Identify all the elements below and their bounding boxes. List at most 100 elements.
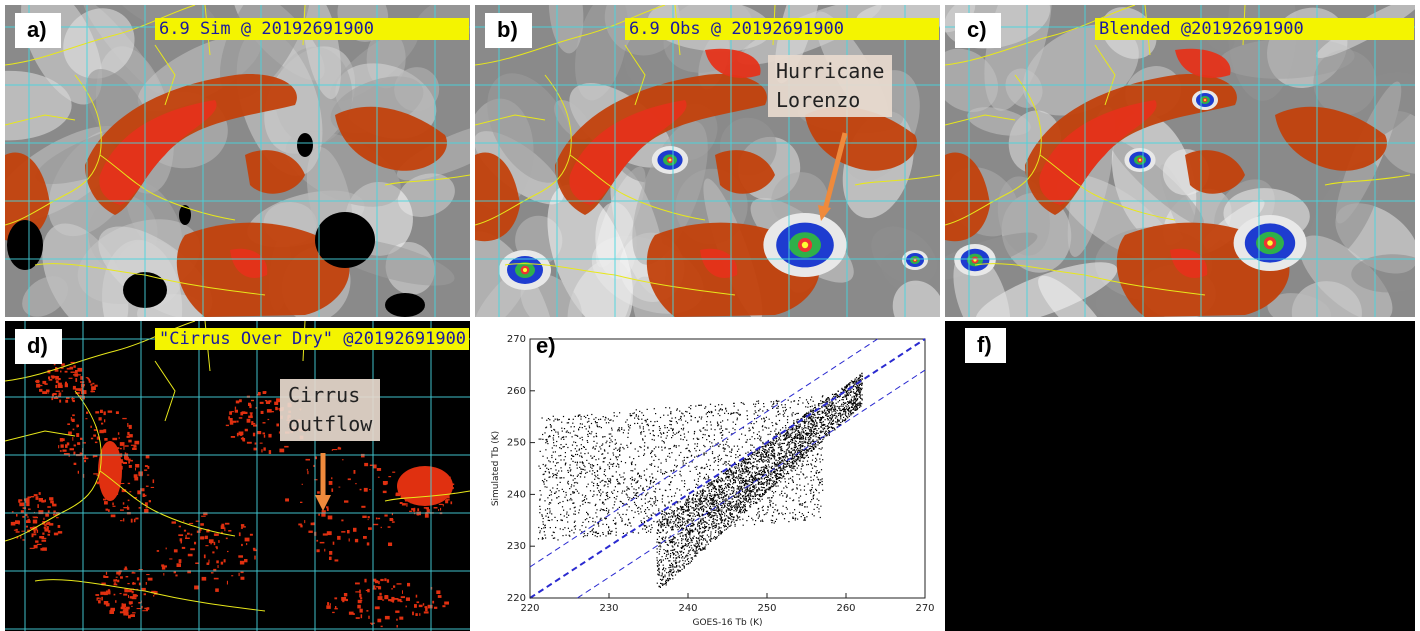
scatter-point bbox=[687, 540, 689, 542]
scatter-point bbox=[683, 552, 685, 554]
scatter-point bbox=[795, 429, 797, 431]
scatter-point bbox=[780, 449, 782, 451]
scatter-point bbox=[693, 479, 696, 481]
scatter-point bbox=[739, 482, 741, 485]
scatter-point bbox=[813, 515, 815, 517]
scatter-point bbox=[768, 454, 770, 456]
scatter-point bbox=[703, 538, 705, 540]
scatter-point bbox=[615, 456, 617, 458]
scatter-point bbox=[767, 471, 769, 473]
scatter-point bbox=[673, 513, 675, 515]
scatter-point bbox=[551, 534, 553, 537]
scatter-point bbox=[758, 511, 760, 513]
scatter-point bbox=[586, 535, 588, 537]
scatter-point bbox=[739, 502, 741, 504]
scatter-point bbox=[730, 481, 732, 483]
scatter-point bbox=[671, 572, 673, 574]
scatter-point bbox=[669, 516, 671, 518]
scatter-point bbox=[682, 429, 684, 431]
scatter-point bbox=[682, 439, 684, 441]
scatter-point bbox=[732, 495, 734, 497]
scatter-points bbox=[537, 372, 863, 588]
scatter-point bbox=[846, 394, 848, 396]
scatter-point bbox=[726, 506, 728, 508]
scatter-point bbox=[811, 424, 813, 426]
scatter-point bbox=[689, 562, 691, 564]
scatter-point bbox=[749, 461, 751, 463]
scatter-point bbox=[807, 432, 809, 434]
scatter-point bbox=[650, 528, 652, 531]
scatter-point bbox=[786, 508, 788, 510]
scatter-point bbox=[664, 505, 666, 507]
scatter-point bbox=[844, 396, 846, 398]
scatter-point bbox=[744, 460, 746, 462]
scatter-point bbox=[833, 410, 835, 412]
scatter-point bbox=[758, 489, 760, 491]
scatter-point bbox=[684, 560, 686, 562]
scatter-point bbox=[756, 460, 758, 463]
scatter-point bbox=[683, 545, 685, 547]
scatter-point bbox=[814, 407, 816, 409]
scatter-point bbox=[596, 470, 599, 472]
scatter-point bbox=[843, 402, 845, 404]
scatter-point bbox=[687, 507, 690, 509]
scatter-point bbox=[687, 496, 690, 498]
scatter-point bbox=[738, 494, 740, 496]
scatter-point bbox=[743, 512, 746, 514]
scatter-point bbox=[754, 492, 756, 494]
scatter-point bbox=[755, 520, 757, 522]
scatter-point bbox=[686, 499, 688, 501]
scatter-point bbox=[750, 503, 752, 506]
scatter-point bbox=[554, 492, 556, 494]
scatter-point bbox=[696, 541, 698, 543]
scatter-point bbox=[724, 505, 726, 507]
scatter-point bbox=[545, 515, 547, 517]
scatter-point bbox=[654, 465, 656, 467]
scatter-point bbox=[752, 486, 755, 489]
scatter-point bbox=[841, 414, 843, 416]
scatter-point bbox=[785, 433, 787, 435]
scatter-point bbox=[666, 520, 668, 523]
scatter-point bbox=[592, 446, 595, 448]
scatter-point bbox=[642, 489, 644, 491]
scatter-point bbox=[614, 486, 616, 488]
scatter-point bbox=[709, 421, 712, 423]
scatter-point bbox=[758, 481, 760, 484]
scatter-point bbox=[725, 408, 727, 410]
scatter-point bbox=[818, 484, 820, 486]
scatter-point bbox=[554, 473, 556, 476]
scatter-point bbox=[697, 480, 699, 482]
scatter-point bbox=[663, 519, 665, 521]
scatter-point bbox=[718, 469, 720, 471]
scatter-point bbox=[593, 440, 595, 442]
scatter-point bbox=[675, 551, 677, 553]
scatter-point bbox=[709, 492, 711, 495]
scatter-point bbox=[679, 566, 681, 568]
scatter-point bbox=[687, 500, 689, 502]
scatter-point bbox=[738, 510, 741, 512]
scatter-point bbox=[838, 396, 840, 398]
scatter-point bbox=[688, 560, 690, 563]
scatter-point bbox=[706, 424, 708, 426]
scatter-point bbox=[638, 513, 640, 515]
scatter-point bbox=[715, 537, 718, 539]
scatter-point bbox=[599, 466, 601, 468]
scatter-point bbox=[619, 483, 621, 485]
scatter-point bbox=[798, 433, 801, 435]
scatter-point bbox=[654, 513, 656, 515]
scatter-point bbox=[709, 494, 711, 497]
scatter-point bbox=[779, 429, 782, 431]
scatter-point bbox=[847, 409, 849, 411]
scatter-point bbox=[835, 393, 837, 395]
scatter-point bbox=[552, 439, 555, 441]
scatter-point bbox=[796, 458, 799, 460]
scatter-point bbox=[712, 485, 714, 487]
scatter-point bbox=[572, 455, 574, 457]
scatter-point bbox=[819, 482, 821, 484]
scatter-point bbox=[750, 494, 752, 496]
scatter-point bbox=[755, 450, 757, 452]
scatter-point bbox=[798, 465, 800, 467]
scatter-point bbox=[743, 491, 745, 493]
scatter-point bbox=[763, 493, 765, 495]
scatter-point bbox=[791, 463, 794, 465]
